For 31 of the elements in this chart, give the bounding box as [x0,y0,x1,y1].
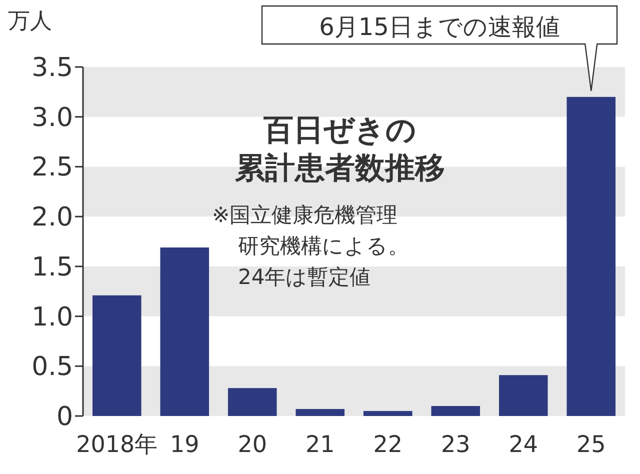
bar [160,247,210,416]
x-tick-label: 23 [440,432,470,458]
x-tick-label: 22 [373,432,403,458]
y-tick-label: 1.0 [32,302,73,332]
annotation: 24年は暫定値 [238,265,371,289]
x-tick-label: 21 [305,432,335,458]
x-tick-label: 19 [170,432,200,458]
y-tick-label: 0.5 [32,352,73,382]
bar [92,295,142,416]
text: 百日ぜきの [262,113,416,148]
annotation: 研究機構による。 [238,234,409,258]
x-tick-label: 20 [238,432,268,458]
y-tick-label: 3.5 [32,53,73,83]
text: 累計患者数推移 [234,151,445,186]
y-tick-label: 2.5 [32,152,73,183]
annotation: 6月15日までの速報値 [319,13,560,41]
y-tick-label: 0 [56,402,73,432]
bar [566,96,616,416]
bar [498,375,548,416]
x-tick-label: 25 [576,432,606,458]
y-tick-label: 2.0 [32,202,73,233]
x-tick-label: 24 [508,432,538,458]
y-axis-title: 万人 [8,9,52,34]
bar [363,411,412,416]
annotation: ※国立健康危機管理 [212,203,398,227]
bar [228,388,277,416]
y-tick-label: 1.5 [32,252,73,282]
bar [431,406,480,416]
x-tick-label: 2018年 [76,432,158,458]
bar [296,409,345,416]
y-tick-label: 3.0 [32,102,73,133]
